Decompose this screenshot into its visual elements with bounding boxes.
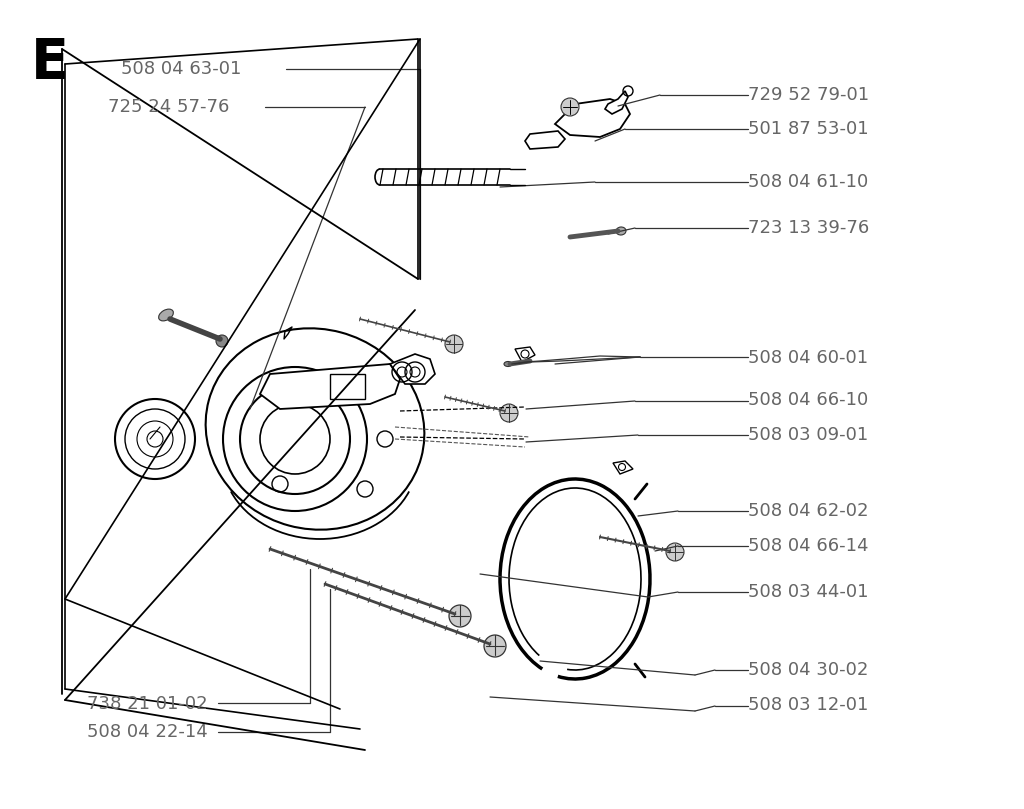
Ellipse shape xyxy=(616,227,626,235)
Text: 508 04 22-14: 508 04 22-14 xyxy=(87,723,208,741)
Polygon shape xyxy=(525,131,565,149)
Text: E: E xyxy=(31,36,69,91)
Text: 508 04 61-10: 508 04 61-10 xyxy=(748,173,867,191)
Polygon shape xyxy=(613,461,633,474)
Circle shape xyxy=(216,335,228,347)
Polygon shape xyxy=(515,347,535,362)
Text: 508 04 60-01: 508 04 60-01 xyxy=(748,349,867,366)
Text: 508 04 62-02: 508 04 62-02 xyxy=(748,502,868,520)
Text: 508 04 66-14: 508 04 66-14 xyxy=(748,537,868,555)
Circle shape xyxy=(561,98,579,116)
Text: 508 03 12-01: 508 03 12-01 xyxy=(748,697,868,714)
Circle shape xyxy=(500,404,518,422)
Ellipse shape xyxy=(206,328,424,530)
Polygon shape xyxy=(555,99,630,137)
Ellipse shape xyxy=(159,309,173,321)
Polygon shape xyxy=(330,374,365,399)
Text: 508 04 30-02: 508 04 30-02 xyxy=(748,661,868,679)
Circle shape xyxy=(449,605,471,627)
Circle shape xyxy=(484,635,506,657)
Text: 508 03 09-01: 508 03 09-01 xyxy=(748,426,867,444)
Text: 738 21 01-02: 738 21 01-02 xyxy=(87,695,208,713)
Circle shape xyxy=(666,543,684,561)
Polygon shape xyxy=(605,91,628,114)
Circle shape xyxy=(445,335,463,353)
Text: 725 24 57-76: 725 24 57-76 xyxy=(108,98,229,116)
Polygon shape xyxy=(260,364,400,409)
Text: 508 03 44-01: 508 03 44-01 xyxy=(748,583,868,601)
Text: 501 87 53-01: 501 87 53-01 xyxy=(748,121,868,138)
Text: 508 04 63-01: 508 04 63-01 xyxy=(121,60,242,78)
Text: 508 04 66-10: 508 04 66-10 xyxy=(748,392,867,409)
Ellipse shape xyxy=(504,362,512,366)
Text: 729 52 79-01: 729 52 79-01 xyxy=(748,87,868,104)
Text: 723 13 39-76: 723 13 39-76 xyxy=(748,219,868,237)
Polygon shape xyxy=(390,354,435,384)
